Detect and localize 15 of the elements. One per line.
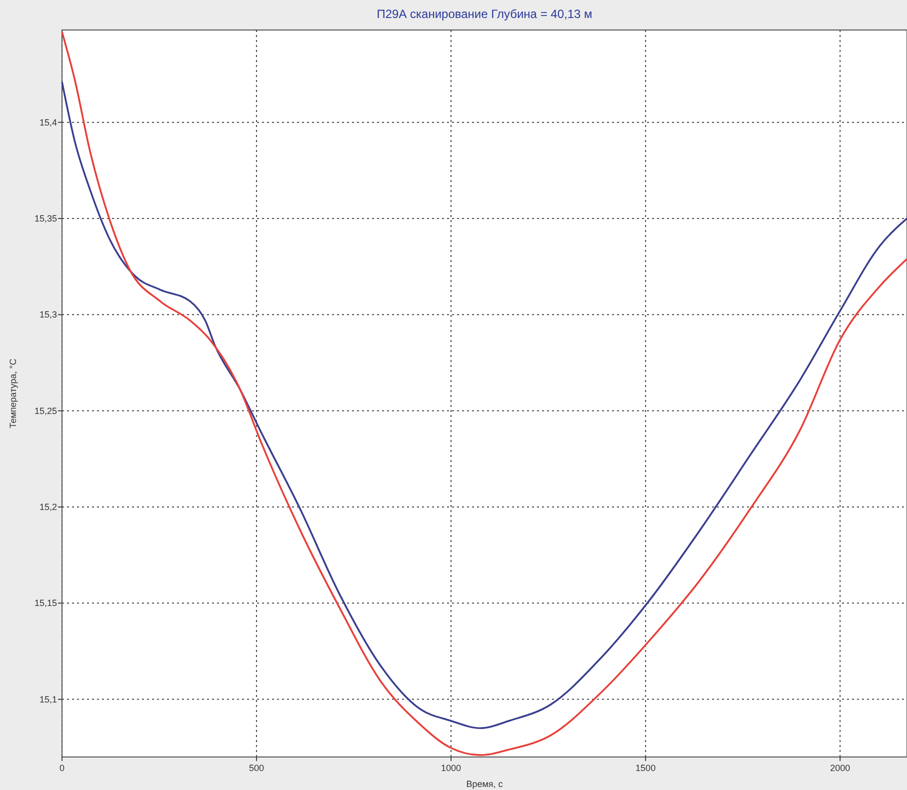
y-tick-label: 15,1 bbox=[39, 694, 57, 704]
x-axis-title: Время, с bbox=[466, 779, 504, 789]
y-tick-label: 15,2 bbox=[39, 502, 57, 512]
x-tick-label: 2000 bbox=[830, 763, 850, 773]
y-axis-title: Температура, °С bbox=[8, 358, 18, 428]
x-tick-label: 1500 bbox=[636, 763, 656, 773]
chart-title: П29А сканирование Глубина = 40,13 м bbox=[376, 7, 592, 21]
x-tick-label: 1000 bbox=[441, 763, 462, 773]
y-tick-label: 15,15 bbox=[34, 598, 57, 608]
y-tick-label: 15,4 bbox=[39, 117, 57, 128]
x-tick-label: 500 bbox=[249, 763, 264, 773]
y-tick-label: 15,35 bbox=[34, 213, 57, 224]
y-tick-label: 15,25 bbox=[34, 406, 57, 416]
x-tick-label: 0 bbox=[59, 763, 65, 773]
y-tick-label: 15,3 bbox=[39, 310, 57, 320]
